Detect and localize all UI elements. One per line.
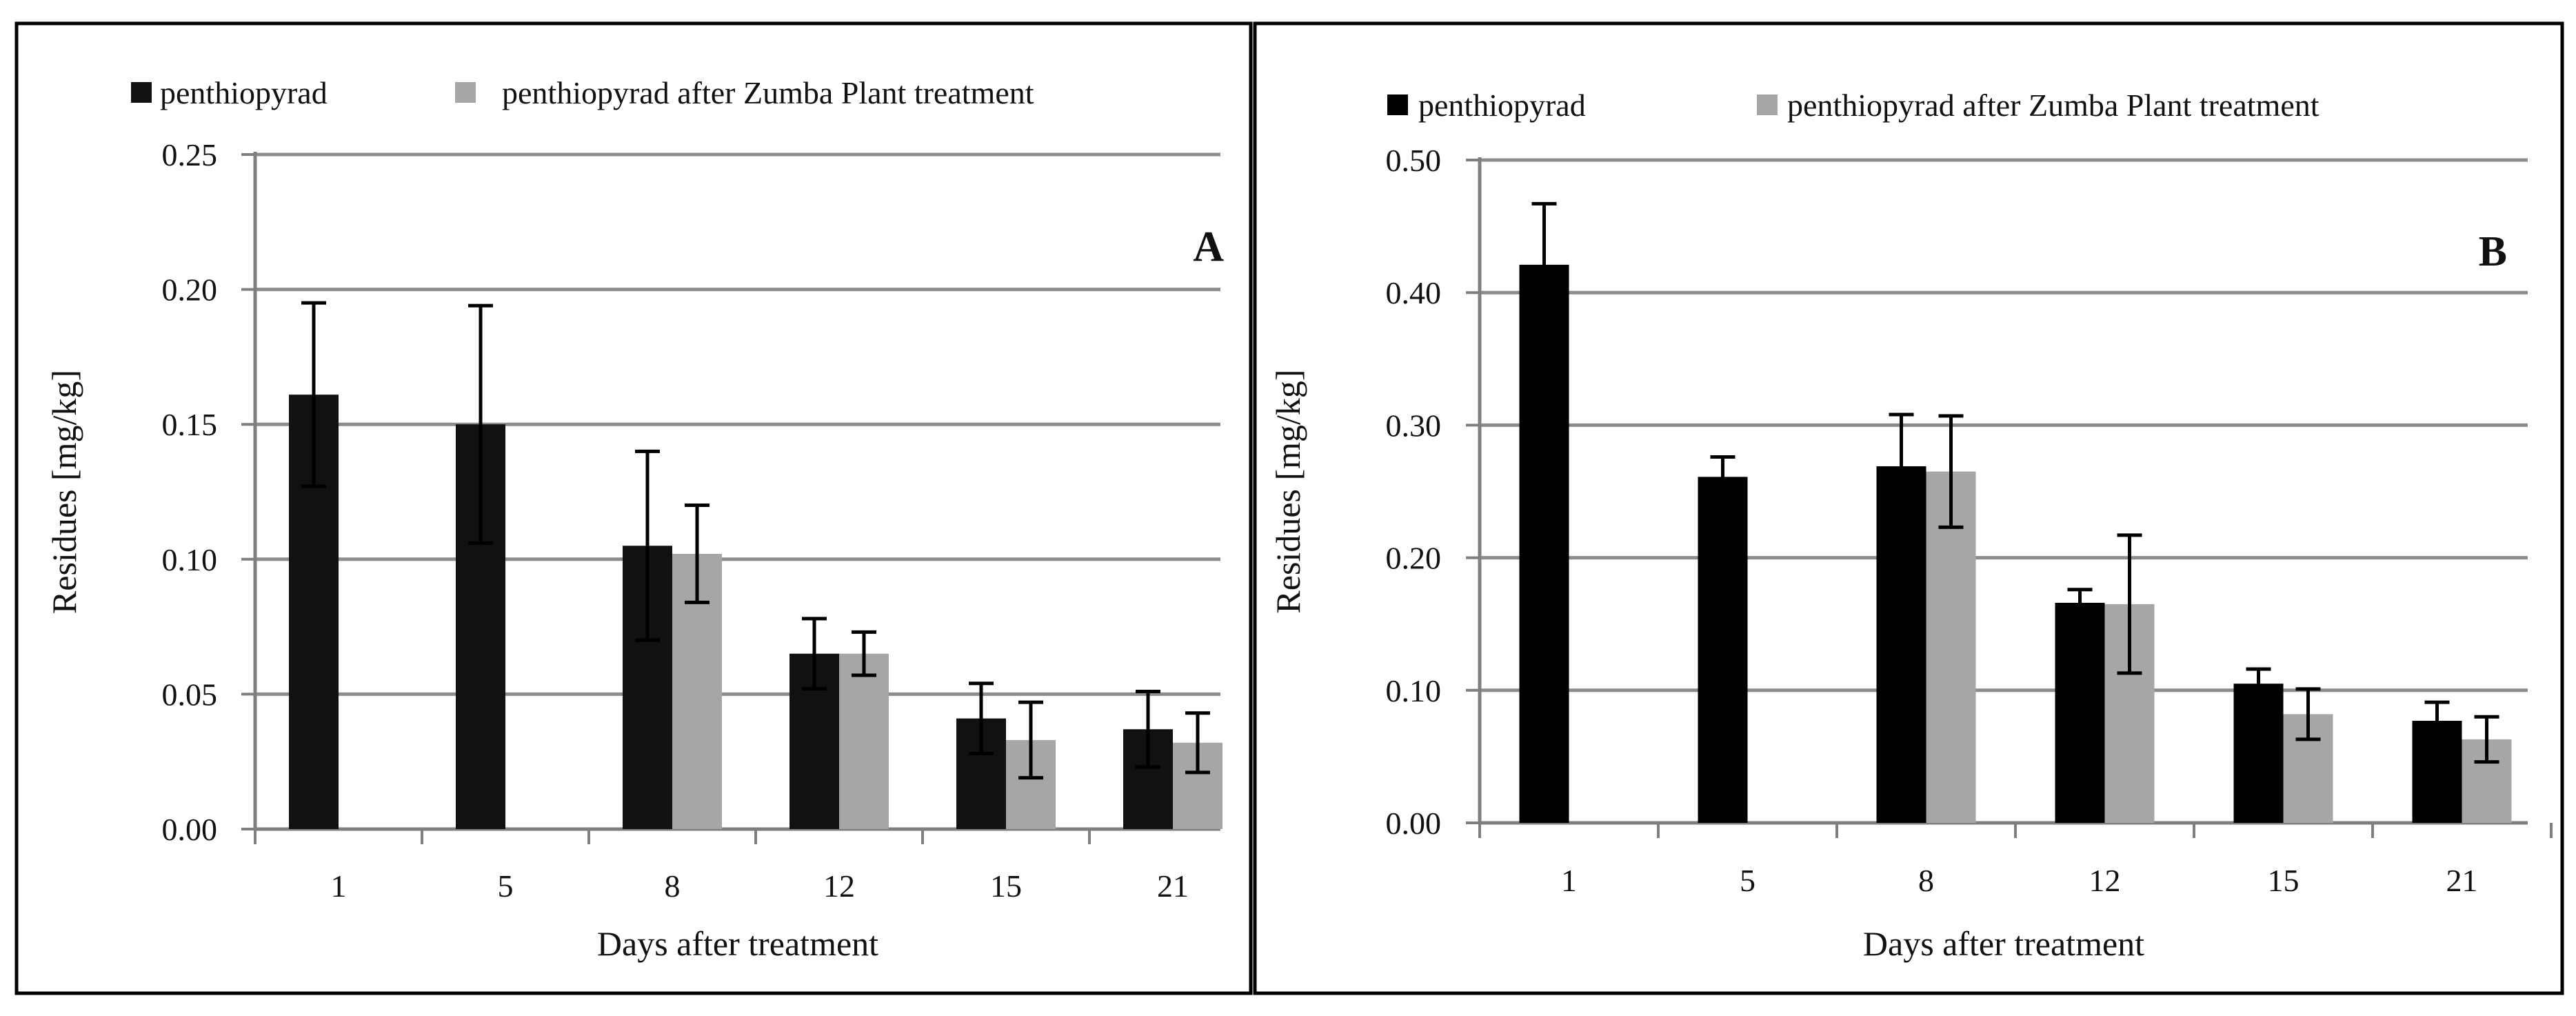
legend-swatch xyxy=(131,82,152,103)
legend-label: penthiopyrad xyxy=(1418,88,1586,123)
y-tick-label: 0.25 xyxy=(162,137,218,172)
bar-penthiopyrad-day-15 xyxy=(2233,684,2284,823)
x-tick-label: 5 xyxy=(498,868,514,904)
x-axis-label: Days after treatment xyxy=(597,924,878,963)
y-axis-label: Residues [mg/kg] xyxy=(1269,369,1307,613)
y-tick-label: 0.00 xyxy=(162,812,218,847)
x-tick-label: 1 xyxy=(331,868,347,904)
bar-penthiopyrad-day-12 xyxy=(2055,602,2105,823)
legend-label: penthiopyrad after Zumba Plant treatment xyxy=(1787,88,2320,123)
y-tick-label: 0.10 xyxy=(162,542,218,577)
x-tick-label: 12 xyxy=(2089,863,2121,898)
x-tick-label: 15 xyxy=(990,868,1022,904)
x-tick-label: 15 xyxy=(2268,863,2300,898)
y-tick-label: 0.05 xyxy=(162,677,218,712)
legend-swatch xyxy=(1387,94,1408,115)
y-tick-label: 0.15 xyxy=(162,407,218,442)
x-tick-label: 8 xyxy=(1918,863,1934,898)
y-tick-label: 0.50 xyxy=(1386,143,1442,178)
legend-swatch xyxy=(1757,94,1778,115)
legend-label: penthiopyrad xyxy=(160,75,328,110)
y-tick-label: 0.30 xyxy=(1386,408,1442,443)
bar-penthiopyrad-day-8 xyxy=(1876,466,1926,823)
y-tick-label: 0.20 xyxy=(162,272,218,308)
y-tick-label: 0.10 xyxy=(1386,673,1442,708)
panel-label: B xyxy=(2479,228,2507,275)
x-axis-label: Days after treatment xyxy=(1863,924,2144,963)
y-tick-label: 0.20 xyxy=(1386,541,1442,576)
x-tick-label: 8 xyxy=(665,868,681,904)
x-tick-label: 21 xyxy=(2446,863,2478,898)
bar-zumba-day-12 xyxy=(839,653,889,829)
bar-penthiopyrad-day-1 xyxy=(1519,264,1569,823)
legend-label: penthiopyrad after Zumba Plant treatment xyxy=(502,75,1034,110)
legend-swatch xyxy=(455,82,476,103)
bar-zumba-day-8 xyxy=(1926,471,1976,823)
bar-penthiopyrad-day-5 xyxy=(1698,477,1748,823)
x-tick-label: 5 xyxy=(1740,863,1755,898)
y-tick-label: 0.40 xyxy=(1386,275,1442,310)
x-tick-label: 1 xyxy=(1561,863,1577,898)
panel-label: A xyxy=(1193,223,1224,270)
y-axis-label: Residues [mg/kg] xyxy=(45,370,83,614)
y-tick-label: 0.00 xyxy=(1386,806,1442,841)
panel-frame xyxy=(14,21,1253,995)
x-tick-label: 21 xyxy=(1157,868,1189,904)
x-tick-label: 12 xyxy=(823,868,855,904)
